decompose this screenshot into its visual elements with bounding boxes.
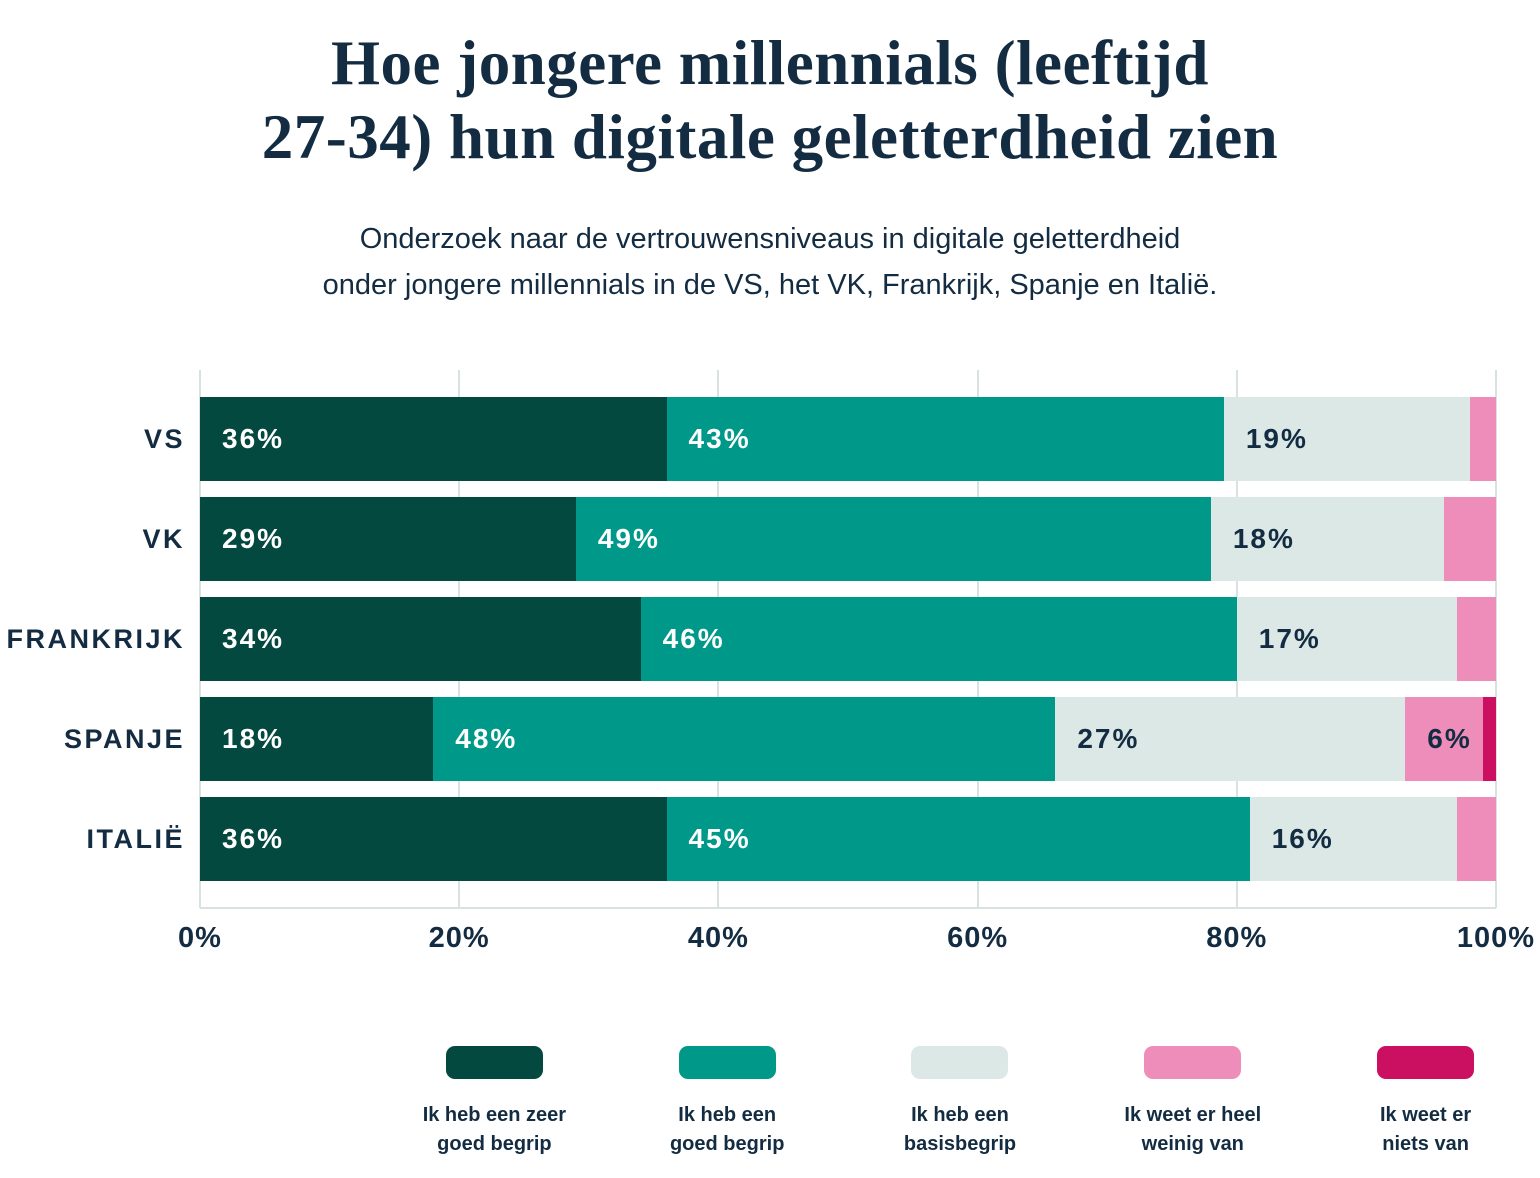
chart-subtitle: Onderzoek naar de vertrouwensniveaus in … (0, 216, 1540, 308)
chart-subtitle-line-1: Onderzoek naar de vertrouwensniveaus in … (359, 223, 1181, 255)
category-axis: VS VK FRANKRIJK SPANJE ITALIË (0, 370, 185, 908)
category-label-vk: VK (142, 523, 185, 554)
bar-segment (1470, 397, 1496, 481)
bar-segment: 45% (666, 797, 1250, 881)
bar-value-label: 36% (222, 423, 285, 454)
bar-segment (1457, 797, 1496, 881)
legend-item: Ik weet er heel weinig van (1076, 1046, 1309, 1166)
bar-segment: 17% (1236, 597, 1458, 681)
bar-segment: 19% (1223, 397, 1471, 481)
bar-segment: 29% (200, 497, 576, 581)
x-axis-line (200, 907, 1496, 909)
bar-segment: 18% (200, 697, 434, 781)
bar-segment (1444, 497, 1496, 581)
bar-value-label: 6% (1427, 723, 1472, 754)
x-tick-label-100: 100% (1456, 922, 1536, 954)
category-label-spanje: SPANJE (63, 723, 185, 754)
x-tick-label-80: 80% (1206, 922, 1268, 954)
legend-swatch (1144, 1046, 1242, 1079)
chart-title-line-2: 27-34) hun digitale geletterdheid zien (261, 102, 1279, 172)
legend-label: Ik weet er heel weinig van (1124, 1104, 1262, 1155)
bar-value-label: 46% (662, 623, 725, 654)
bar-value-label: 43% (688, 423, 751, 454)
bar-segment: 46% (640, 597, 1237, 681)
bar-value-label: 36% (222, 823, 285, 854)
bar-row-spanje: 18% 48% 27% 6% (200, 697, 1496, 781)
bar-segment: 43% (666, 397, 1224, 481)
legend-item: Ik heb een basisbegrip (844, 1046, 1077, 1166)
legend-swatch (1377, 1046, 1475, 1079)
gridline-100 (1495, 370, 1497, 908)
bar-segment: 18% (1210, 497, 1445, 581)
x-tick-label-20: 20% (428, 922, 490, 954)
bar-value-label: 49% (597, 523, 660, 554)
bar-segment: 6% (1405, 697, 1483, 781)
category-label-italië: ITALIË (86, 823, 185, 854)
bar-segment (1457, 597, 1496, 681)
legend-swatch (445, 1046, 543, 1079)
legend-label: Ik heb een goed begrip (669, 1104, 785, 1155)
bar-value-label: 34% (222, 623, 285, 654)
bar-row-frankrijk: 34% 46% 17% (200, 597, 1496, 681)
bar-row-vs: 36% 43% 19% (200, 397, 1496, 481)
legend-item: Ik heb een goed begrip (611, 1046, 844, 1166)
x-tick-label-40: 40% (687, 922, 749, 954)
legend-swatch (911, 1046, 1009, 1079)
plot-area: 36% 43% 19% 29% 49% 18% 34% 46% 17% 18% 48% 27% 6% 36… (199, 370, 1497, 908)
bar-row-italië: 36% 45% 16% (200, 797, 1496, 881)
bar-segment: 34% (200, 597, 641, 681)
bar-segment (1483, 697, 1496, 781)
legend: Ik heb een zeer goed begrip Ik heb een go… (378, 1046, 1540, 1166)
bar-value-label: 18% (1232, 523, 1295, 554)
x-tick-label-0: 0% (178, 922, 222, 954)
chart-title-line-1: Hoe jongere millennials (leeftijd (331, 28, 1209, 98)
legend-label: Ik heb een zeer goed begrip (422, 1104, 567, 1155)
chart-title: Hoe jongere millennials (leeftijd 27-34)… (0, 26, 1540, 174)
legend-label: Ik heb een basisbegrip (903, 1104, 1017, 1155)
category-label-frankrijk: FRANKRIJK (6, 623, 185, 654)
bar-value-label: 19% (1245, 423, 1308, 454)
legend-swatch (678, 1046, 776, 1079)
bar-segment: 36% (200, 797, 667, 881)
bar-segment: 49% (575, 497, 1211, 581)
bar-value-label: 16% (1271, 823, 1334, 854)
bar-value-label: 18% (222, 723, 285, 754)
bar-value-label: 29% (222, 523, 285, 554)
bar-value-label: 17% (1258, 623, 1321, 654)
x-axis-labels: 0% 20% 40% 60% 80% 100% (178, 922, 1534, 962)
bar-value-label: 48% (455, 723, 518, 754)
bar-segment: 48% (433, 697, 1056, 781)
chart-subtitle-line-2: onder jongere millennials in de VS, het … (322, 269, 1218, 301)
bar-value-label: 27% (1077, 723, 1140, 754)
bar-segment: 36% (200, 397, 667, 481)
x-tick-label-60: 60% (947, 922, 1009, 954)
bar-value-label: 45% (688, 823, 751, 854)
bar-row-vk: 29% 49% 18% (200, 497, 1496, 581)
legend-label: Ik weet er niets van (1380, 1104, 1472, 1155)
bar-segment: 27% (1055, 697, 1406, 781)
legend-item: Ik heb een zeer goed begrip (378, 1046, 611, 1166)
bar-segment: 16% (1249, 797, 1458, 881)
legend-item: Ik weet er niets van (1309, 1046, 1540, 1166)
category-label-vs: VS (143, 423, 185, 454)
